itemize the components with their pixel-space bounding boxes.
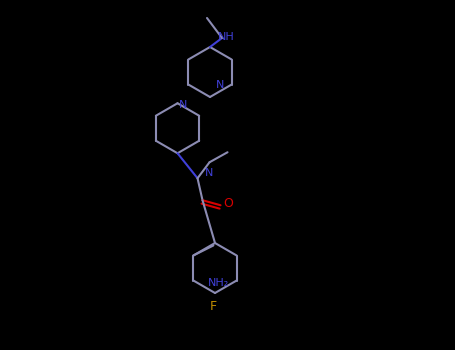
- Text: N: N: [216, 79, 224, 90]
- Text: N: N: [179, 100, 188, 110]
- Text: NH₂: NH₂: [208, 278, 229, 287]
- Text: N: N: [205, 168, 214, 178]
- Text: NH: NH: [217, 32, 234, 42]
- Text: F: F: [209, 301, 217, 314]
- Text: O: O: [223, 197, 233, 210]
